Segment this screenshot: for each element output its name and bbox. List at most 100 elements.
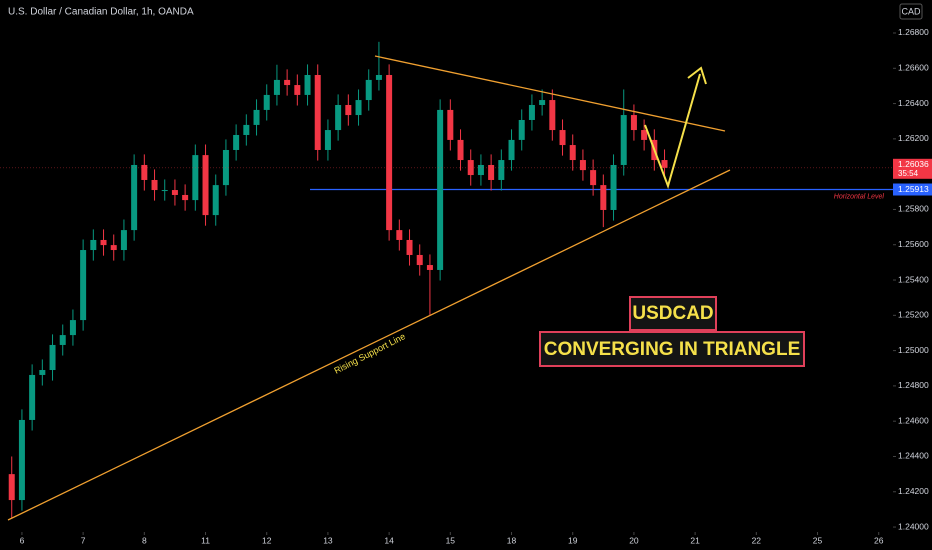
x-tick-label: 12 bbox=[262, 535, 272, 545]
x-tick-label: 11 bbox=[201, 535, 210, 545]
y-tick-label: 1.24400 bbox=[898, 451, 929, 461]
candle bbox=[569, 134, 576, 171]
candle bbox=[8, 456, 15, 519]
support-line bbox=[7, 169, 731, 521]
candle bbox=[171, 179, 178, 206]
candle-body bbox=[386, 74, 393, 231]
candle-body bbox=[345, 104, 352, 116]
x-tick-label: 26 bbox=[874, 535, 884, 545]
candle bbox=[314, 64, 321, 161]
candle-body bbox=[314, 74, 321, 150]
candle-body bbox=[212, 185, 219, 216]
candle bbox=[161, 179, 168, 201]
candle-body bbox=[192, 155, 199, 201]
candle-body bbox=[579, 160, 586, 171]
candle bbox=[579, 149, 586, 181]
x-tick-label: 14 bbox=[384, 535, 394, 545]
level-price-label: 1.25913 bbox=[898, 184, 929, 194]
chart-title: U.S. Dollar / Canadian Dollar, 1h, OANDA bbox=[8, 7, 194, 18]
candle-body bbox=[171, 190, 178, 195]
candle-body bbox=[141, 164, 148, 180]
candle-body bbox=[18, 419, 25, 501]
candle bbox=[131, 154, 138, 241]
candle-body bbox=[29, 374, 36, 420]
candle-body bbox=[263, 94, 270, 110]
y-tick-label: 1.25000 bbox=[898, 345, 929, 355]
x-tick-label: 19 bbox=[568, 535, 578, 545]
candle bbox=[151, 169, 158, 201]
candle-body bbox=[39, 370, 46, 375]
candle bbox=[437, 99, 444, 281]
candle bbox=[559, 119, 566, 156]
candle-body bbox=[610, 164, 617, 210]
axes: 1.24000 1.24200 1.24400 1.24600 1.24800 1.250… bbox=[20, 27, 932, 545]
x-tick-label: 13 bbox=[323, 535, 333, 545]
candle-body bbox=[569, 145, 576, 161]
candle bbox=[29, 364, 36, 431]
candle bbox=[477, 154, 484, 186]
candle-body bbox=[284, 79, 291, 86]
last-price-label: 1.26036 bbox=[898, 159, 929, 169]
x-tick-label: 25 bbox=[813, 535, 823, 545]
candle-body bbox=[396, 230, 403, 240]
candle bbox=[365, 69, 372, 111]
candle-body bbox=[243, 124, 250, 135]
level-price-tag bbox=[893, 183, 932, 196]
candle bbox=[335, 94, 342, 141]
x-tick-label: 8 bbox=[142, 535, 147, 545]
x-tick-label: 22 bbox=[752, 535, 762, 545]
candle-body bbox=[233, 134, 240, 150]
candle bbox=[447, 99, 454, 151]
candle-body bbox=[375, 74, 382, 80]
y-tick-label: 1.25600 bbox=[898, 239, 929, 249]
candle bbox=[253, 99, 260, 136]
candle-body bbox=[131, 164, 138, 231]
candle-body bbox=[630, 115, 637, 131]
candle bbox=[345, 94, 352, 126]
candle bbox=[375, 41, 382, 91]
candle bbox=[426, 254, 433, 316]
candle bbox=[110, 234, 117, 261]
y-tick-label: 1.26800 bbox=[898, 27, 929, 37]
candle-body bbox=[426, 265, 433, 270]
y-tick-label: 1.24600 bbox=[898, 415, 929, 425]
candle bbox=[600, 174, 607, 228]
candle bbox=[233, 124, 240, 161]
candle-body bbox=[498, 160, 505, 180]
candle bbox=[518, 109, 525, 151]
candle-body bbox=[120, 230, 127, 251]
y-tick-label: 1.25400 bbox=[898, 274, 929, 284]
candle bbox=[263, 84, 270, 121]
y-tick-label: 1.26200 bbox=[898, 133, 929, 143]
countdown-label: 35:54 bbox=[898, 169, 919, 178]
candle bbox=[386, 64, 393, 241]
candle bbox=[90, 229, 97, 261]
candle-body bbox=[110, 245, 117, 251]
x-tick-label: 15 bbox=[446, 535, 456, 545]
candle-body bbox=[365, 79, 372, 101]
candle-body bbox=[294, 85, 301, 95]
candle-body bbox=[590, 170, 597, 186]
candle bbox=[273, 64, 280, 106]
candle-body bbox=[355, 100, 362, 116]
candle bbox=[80, 239, 87, 331]
candle bbox=[549, 89, 556, 141]
candle-body bbox=[477, 164, 484, 176]
x-tick-label: 7 bbox=[81, 535, 86, 545]
candle bbox=[49, 334, 56, 381]
candle bbox=[661, 149, 668, 179]
candle-body bbox=[488, 164, 495, 180]
y-tick-label: 1.25200 bbox=[898, 310, 929, 320]
candle-body bbox=[80, 250, 87, 321]
candle-body bbox=[273, 79, 280, 95]
candle-body bbox=[437, 109, 444, 270]
candle-body bbox=[539, 100, 546, 105]
candle bbox=[467, 149, 474, 186]
currency-label: CAD bbox=[901, 6, 921, 16]
candle bbox=[508, 129, 515, 171]
candle bbox=[212, 174, 219, 226]
headline-label: CONVERGING IN TRIANGLE bbox=[544, 339, 801, 360]
candle-body bbox=[69, 320, 76, 336]
x-tick-label: 20 bbox=[629, 535, 639, 545]
